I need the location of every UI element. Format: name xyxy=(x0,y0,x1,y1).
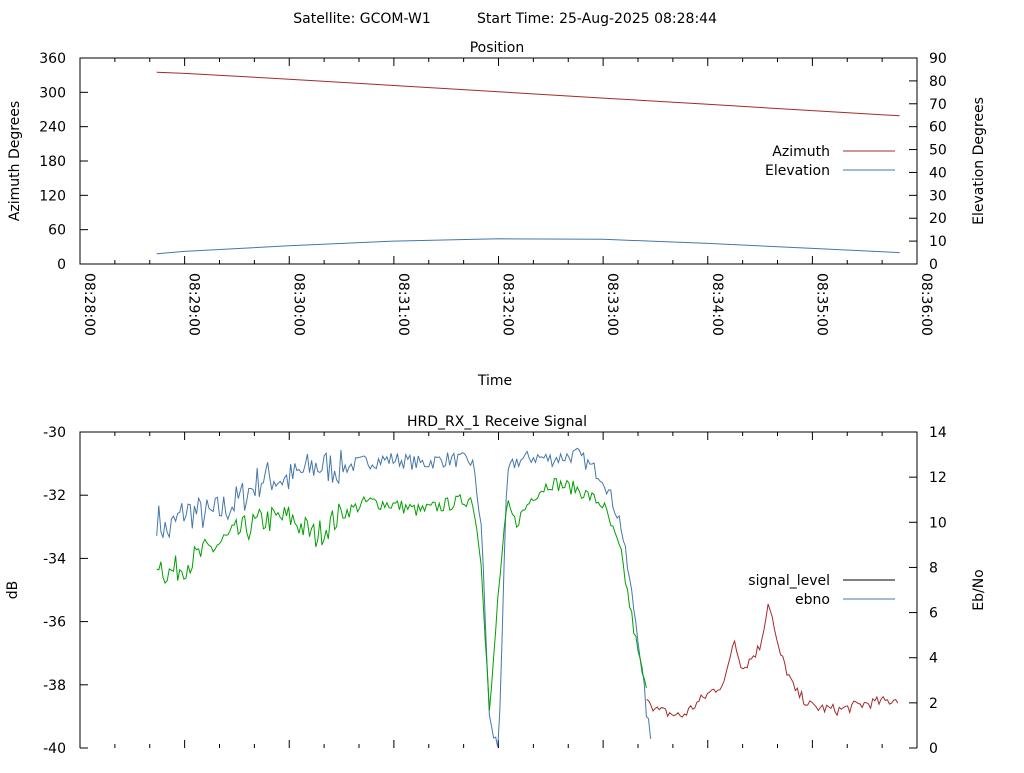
signal-y-tick-label: -38 xyxy=(43,678,66,694)
signal-y-tick-label: -30 xyxy=(43,425,66,441)
signal-y-tick-label: -34 xyxy=(43,551,66,567)
position-x-tick-label: 08:35:00 xyxy=(813,273,829,336)
position-title: Position xyxy=(470,40,525,56)
position-y2-tick-label: 90 xyxy=(929,51,947,67)
azimuth-series-line xyxy=(156,71,900,117)
signal-y-axis-label: dB xyxy=(5,581,21,600)
signal-level-tail-line xyxy=(646,603,899,718)
position-y2-tick-label: 20 xyxy=(929,211,947,227)
signal-legend: signal_level ebno xyxy=(748,573,895,608)
legend-ebno-label: ebno xyxy=(795,592,830,608)
signal-y2-tick-label: 0 xyxy=(929,741,938,757)
signal-right-tick-labels: 0 2 4 6 8 10 12 14 xyxy=(929,425,947,757)
position-y-tick-label: 60 xyxy=(48,223,66,239)
signal-y2-tick-label: 6 xyxy=(929,606,938,622)
position-y2-tick-label: 50 xyxy=(929,143,947,159)
signal-y2-tick-label: 14 xyxy=(929,425,947,441)
position-y2-tick-label: 70 xyxy=(929,97,947,113)
position-y-tick-label: 240 xyxy=(39,120,66,136)
position-y-tick-label: 0 xyxy=(57,257,66,273)
position-ticks xyxy=(79,57,918,265)
signal-y2-tick-label: 12 xyxy=(929,470,947,486)
signal-y-tick-label: -36 xyxy=(43,615,66,631)
position-x-tick-label: 08:34:00 xyxy=(709,273,725,336)
position-x-tick-label: 08:29:00 xyxy=(186,273,202,336)
position-chart: Position 0 60 120 180 240 300 360 0 10 20 30 40 50 6… xyxy=(7,40,987,389)
signal-left-tick-labels: -30 -32 -34 -36 -38 -40 xyxy=(43,425,66,757)
position-x-tick-label: 08:36:00 xyxy=(918,273,934,336)
position-y2-tick-label: 80 xyxy=(929,74,947,90)
position-y-axis-label: Azimuth Degrees xyxy=(7,101,23,221)
signal-y-tick-label: -32 xyxy=(43,488,66,504)
position-y-tick-label: 180 xyxy=(39,154,66,170)
legend-elevation-label: Elevation xyxy=(765,163,830,179)
legend-signal-level-label: signal_level xyxy=(748,573,830,589)
position-y2-tick-label: 60 xyxy=(929,120,947,136)
position-right-tick-labels: 0 10 20 30 40 50 60 70 80 90 xyxy=(929,51,947,273)
position-y-tick-label: 300 xyxy=(39,85,66,101)
start-time-label: Start Time: 25-Aug-2025 08:28:44 xyxy=(477,11,717,27)
signal-y-tick-label: -40 xyxy=(43,741,66,757)
position-y2-axis-label: Elevation Degrees xyxy=(971,97,987,225)
legend-azimuth-label: Azimuth xyxy=(772,144,830,160)
position-x-tick-label: 08:33:00 xyxy=(604,273,620,336)
position-y-tick-label: 120 xyxy=(39,188,66,204)
signal-y2-axis-label: Eb/No xyxy=(971,569,987,611)
position-legend: Azimuth Elevation xyxy=(765,144,895,179)
position-x-tick-labels: 08:28:00 08:29:00 08:30:00 08:31:00 08:32:00… xyxy=(81,273,934,336)
position-x-tick-label: 08:32:00 xyxy=(500,273,516,336)
signal-y2-tick-label: 8 xyxy=(929,560,938,576)
signal-level-series-line xyxy=(156,478,647,711)
receive-signal-chart: HRD_RX_1 Receive Signal -30-32-34-36-38-… xyxy=(5,414,987,757)
satellite-label: Satellite: GCOM-W1 xyxy=(293,11,430,27)
elevation-series-line xyxy=(156,238,900,255)
position-y-tick-label: 360 xyxy=(39,51,66,67)
ebno-series-line xyxy=(156,447,652,748)
signal-y2-tick-label: 2 xyxy=(929,696,938,712)
position-x-axis-label: Time xyxy=(477,373,512,389)
position-y2-tick-label: 0 xyxy=(929,257,938,273)
signal-ticks xyxy=(79,431,918,749)
position-y2-tick-label: 30 xyxy=(929,188,947,204)
signal-title: HRD_RX_1 Receive Signal xyxy=(407,414,587,430)
signal-y2-tick-label: 4 xyxy=(929,651,938,667)
position-x-tick-label: 08:31:00 xyxy=(395,273,411,336)
position-y2-tick-label: 40 xyxy=(929,165,947,181)
position-left-tick-labels: 0 60 120 180 240 300 360 xyxy=(39,51,66,273)
position-y2-tick-label: 10 xyxy=(929,234,947,250)
signal-y2-tick-label: 10 xyxy=(929,515,947,531)
position-x-tick-label: 08:30:00 xyxy=(290,273,306,336)
position-x-tick-label: 08:28:00 xyxy=(81,273,97,336)
